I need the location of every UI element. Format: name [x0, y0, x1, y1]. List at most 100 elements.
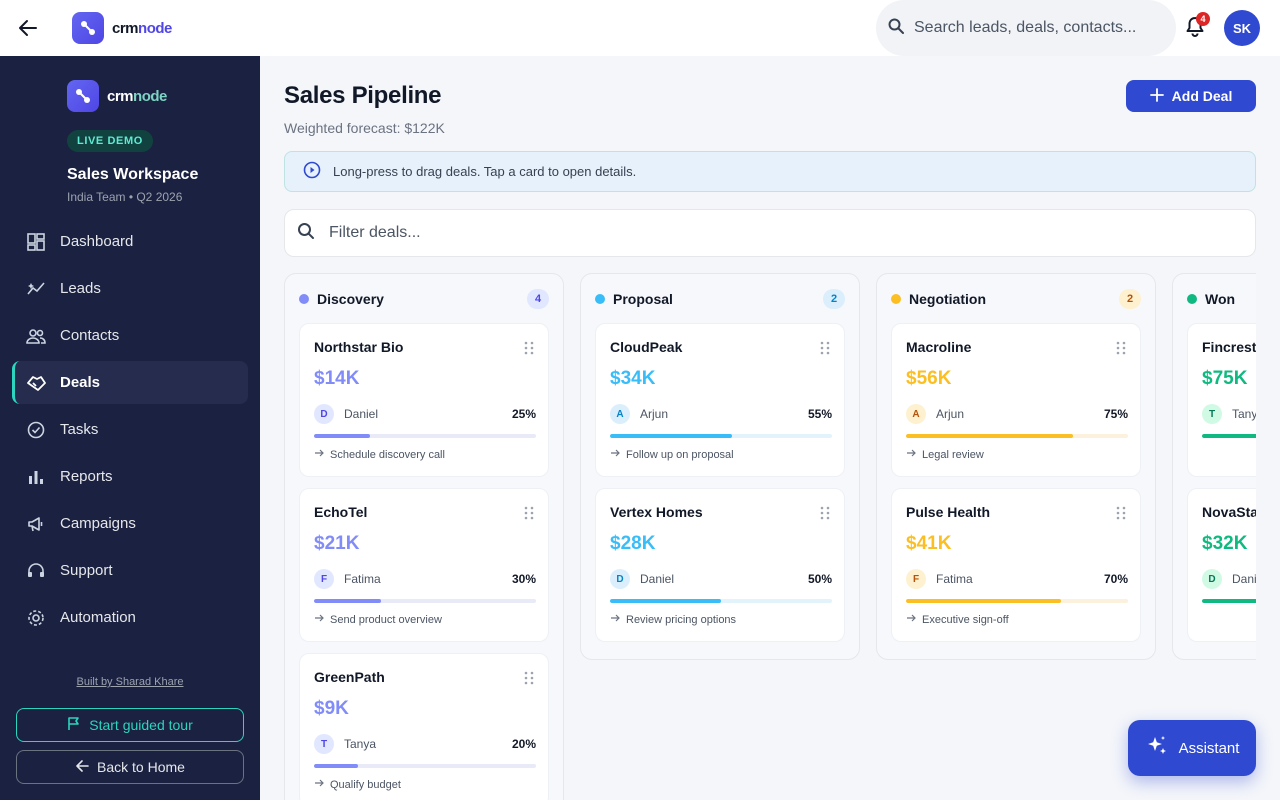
arrow-right-icon [906, 613, 916, 626]
deal-name: Macroline [906, 339, 972, 355]
arrow-right-icon [906, 448, 916, 461]
deal-filter-input[interactable] [329, 224, 1209, 242]
deal-amount: $41K [906, 533, 952, 554]
owner-name: Tanya [344, 737, 377, 751]
hint-text: Long-press to drag deals. Tap a card to … [333, 164, 637, 179]
flag-icon [67, 716, 81, 734]
drag-handle-icon[interactable] [524, 506, 534, 520]
sidebar-item-automation[interactable]: Automation [12, 596, 248, 639]
sidebar-item-deals[interactable]: Deals [12, 361, 248, 404]
workspace-title: Sales Workspace [67, 166, 199, 183]
sidebar: crmnode LIVE DEMO Sales Workspace India … [0, 56, 260, 800]
owner-name: Daniel [344, 407, 379, 421]
deal-name: EchoTel [314, 504, 368, 520]
assistant-button[interactable]: Assistant [1128, 720, 1256, 776]
column-title: Won [1205, 291, 1236, 307]
add-deal-button[interactable]: Add Deal [1126, 80, 1256, 112]
logo-mark-icon [72, 12, 104, 44]
pipeline-column-won: Won Fincrest $75K T Tanya NovaStar $32K D Daniel [1172, 273, 1256, 660]
column-header: Won [1173, 274, 1256, 324]
back-home-button[interactable]: Back to Home [16, 750, 244, 784]
deal-probability: 25% [511, 407, 536, 421]
deal-name: Pulse Health [906, 504, 991, 520]
notifications-bell-icon[interactable]: 4 [1184, 12, 1210, 40]
user-avatar[interactable]: SK [1224, 10, 1260, 46]
deal-filter[interactable] [284, 209, 1256, 257]
owner-name: Arjun [936, 407, 965, 421]
column-header: Proposal [581, 274, 859, 324]
start-tour-label: Start guided tour [89, 717, 193, 733]
deal-card[interactable]: Macroline $56K A Arjun 75% Legal review [891, 323, 1141, 477]
live-demo-badge: LIVE DEMO [67, 130, 153, 152]
sidebar-item-campaigns[interactable]: Campaigns [12, 502, 248, 545]
global-search[interactable] [876, 0, 1176, 56]
assistant-label: Assistant [1178, 739, 1240, 757]
drag-handle-icon[interactable] [524, 341, 534, 355]
logo-mark-icon [67, 80, 99, 112]
plus-icon [1149, 87, 1164, 105]
probability-bar-fill [314, 764, 359, 768]
deal-card[interactable]: EchoTel $21K F Fatima 30% Send product overvi… [299, 488, 549, 642]
next-step-text: Follow up on proposal [626, 448, 734, 461]
owner-name: Fatima [344, 572, 381, 586]
arrow-right-icon [314, 448, 324, 461]
dashboard-icon [26, 232, 46, 252]
probability-bar [610, 434, 832, 438]
column-title: Proposal [613, 291, 673, 307]
deal-amount: $56K [906, 368, 952, 389]
play-circle-icon [303, 161, 321, 182]
deal-card[interactable]: Northstar Bio $14K D Daniel 25% Schedule disc… [299, 323, 549, 477]
arrow-right-icon [610, 613, 620, 626]
probability-bar [314, 764, 536, 768]
next-step: Follow up on proposal [610, 448, 734, 461]
probability-bar [1202, 599, 1256, 603]
probability-bar-fill [610, 434, 733, 438]
back-arrow-icon[interactable] [16, 16, 40, 40]
next-step-text: Executive sign-off [922, 613, 1009, 626]
sidebar-item-dashboard[interactable]: Dashboard [12, 220, 248, 263]
sidebar-brand-name: crmnode [107, 87, 167, 105]
sidebar-item-contacts[interactable]: Contacts [12, 314, 248, 357]
sidebar-item-label: Deals [60, 374, 101, 391]
deal-card[interactable]: Vertex Homes $28K D Daniel 50% Review pricing… [595, 488, 845, 642]
built-by-link[interactable]: Built by Sharad Khare [76, 676, 184, 688]
probability-bar-fill [906, 599, 1062, 603]
owner-avatar: T [1202, 404, 1222, 424]
sidebar-item-support[interactable]: Support [12, 549, 248, 592]
sidebar-item-leads[interactable]: Leads [12, 267, 248, 310]
next-step: Qualify budget [314, 778, 401, 791]
drag-handle-icon[interactable] [820, 506, 830, 520]
drag-handle-icon[interactable] [1116, 506, 1126, 520]
deal-probability: 30% [511, 572, 536, 586]
deal-probability: 50% [807, 572, 832, 586]
drag-handle-icon[interactable] [820, 341, 830, 355]
next-step: Executive sign-off [906, 613, 1009, 626]
arrow-right-icon [314, 778, 324, 791]
deal-card[interactable]: CloudPeak $34K A Arjun 55% Follow up on propo… [595, 323, 845, 477]
drag-handle-icon[interactable] [524, 671, 534, 685]
pipeline-column-negotiation: Negotiation 2 Macroline $56K A Arjun 75% Legal … [876, 273, 1156, 660]
sidebar-item-label: Leads [60, 280, 101, 297]
page-title: Sales Pipeline [284, 82, 442, 109]
sidebar-item-reports[interactable]: Reports [12, 455, 248, 498]
back-home-label: Back to Home [97, 759, 185, 775]
brand-logo[interactable]: crmnode [72, 12, 172, 44]
owner-name: Daniel [640, 572, 675, 586]
sidebar-item-tasks[interactable]: Tasks [12, 408, 248, 451]
column-title: Negotiation [909, 291, 986, 307]
sidebar-nav: Dashboard Leads Contacts Deals Tasks Rep… [12, 220, 248, 643]
deal-card[interactable]: GreenPath $9K T Tanya 20% Qualify budget [299, 653, 549, 800]
deal-card[interactable]: NovaStar $32K D Daniel [1187, 488, 1256, 642]
deal-card[interactable]: Pulse Health $41K F Fatima 70% Executive sign… [891, 488, 1141, 642]
start-tour-button[interactable]: Start guided tour [16, 708, 244, 742]
deal-amount: $34K [610, 368, 656, 389]
global-search-input[interactable] [914, 19, 1154, 37]
sidebar-item-label: Dashboard [60, 233, 134, 250]
column-header: Negotiation [877, 274, 1155, 324]
drag-handle-icon[interactable] [1116, 341, 1126, 355]
deal-card[interactable]: Fincrest $75K T Tanya [1187, 323, 1256, 477]
column-count-badge: 2 [1119, 289, 1141, 309]
stage-dot-icon [595, 294, 605, 304]
automation-icon [26, 608, 46, 628]
deal-probability: 75% [1103, 407, 1128, 421]
